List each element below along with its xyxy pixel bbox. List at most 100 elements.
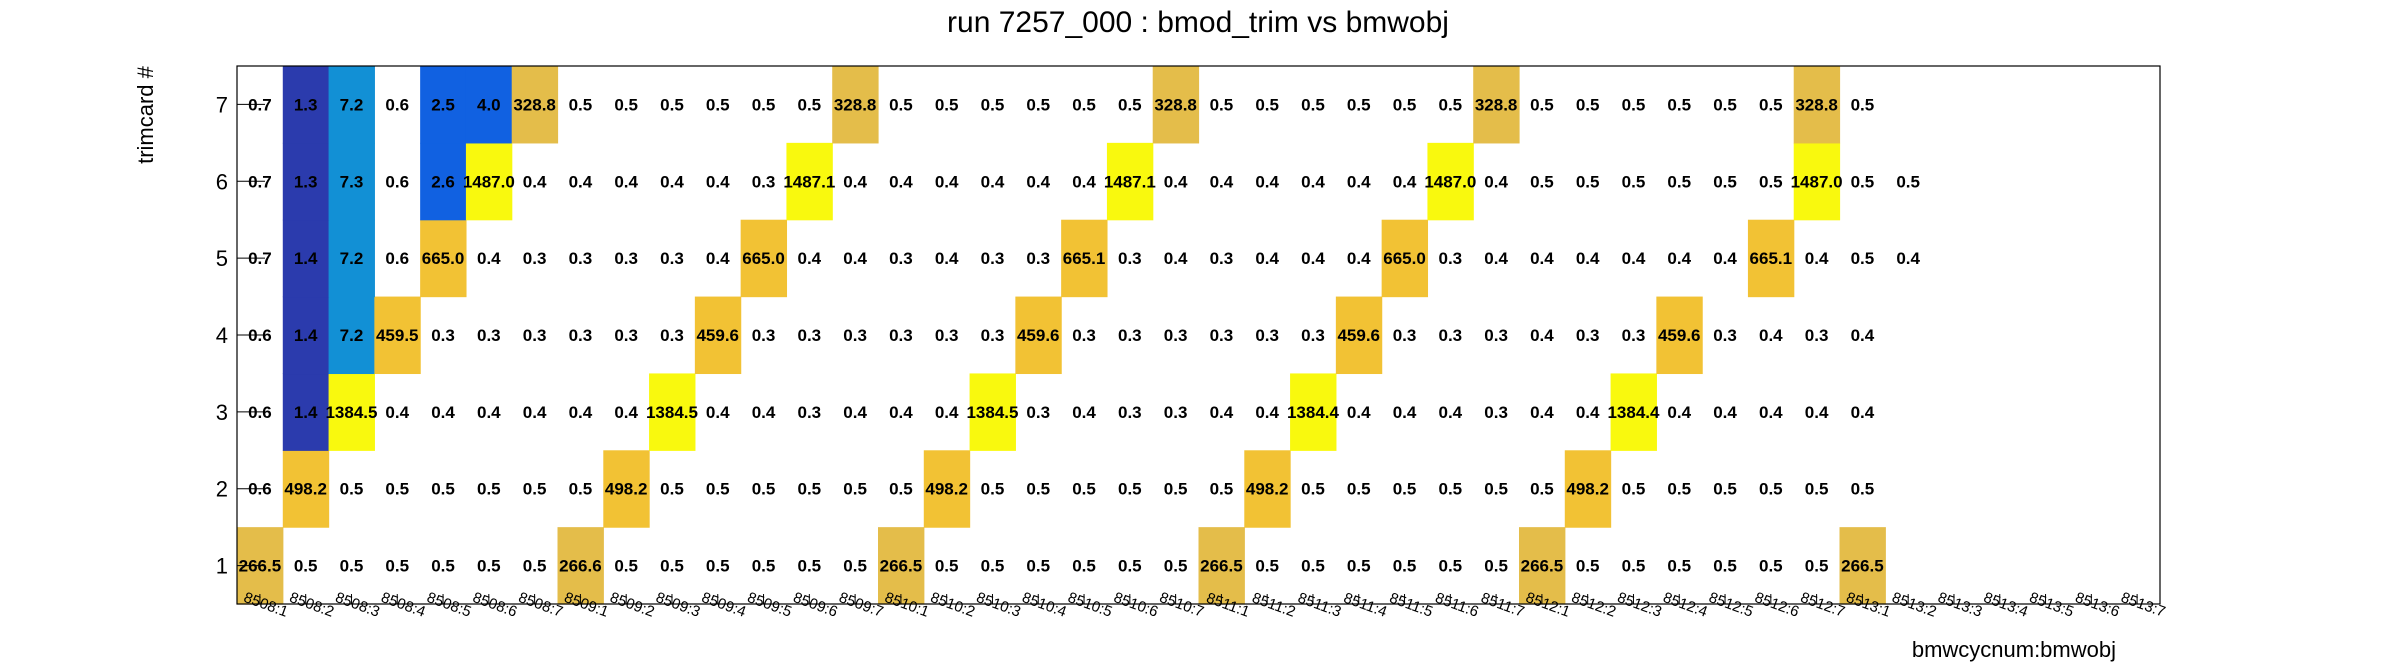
- cell-value-label: 0.4: [1805, 403, 1829, 422]
- cell-value-label: 0.5: [889, 480, 913, 499]
- heatmap-cell: [649, 373, 696, 451]
- cell-value-label: 0.5: [477, 557, 501, 576]
- x-tick-label: 8509:3: [653, 589, 702, 621]
- x-tick-label: 8508:4: [379, 589, 428, 621]
- cell-value-label: 1487.1: [783, 172, 835, 191]
- heatmap-cell: [282, 219, 330, 298]
- heatmap-cell: [282, 450, 330, 528]
- cell-value-label: 0.4: [1210, 172, 1234, 191]
- x-tick-label: 8511:3: [1296, 589, 1344, 620]
- cell-value-label: 0.5: [614, 557, 638, 576]
- cell-value-label: 0.7: [248, 249, 272, 268]
- cell-value-label: 0.3: [1484, 326, 1508, 345]
- cell-value-label: 1384.5: [325, 403, 377, 422]
- cell-value-label: 0.4: [431, 403, 455, 422]
- x-tick-label: 8509:4: [699, 589, 748, 621]
- cell-value-label: 0.5: [1210, 95, 1234, 114]
- cell-value-label: 0.5: [1530, 95, 1554, 114]
- cell-value-label: 7.3: [340, 172, 364, 191]
- x-tick-label: 8513:3: [1935, 589, 1984, 621]
- cell-value-label: 0.4: [798, 249, 822, 268]
- cell-value-label: 0.5: [385, 557, 409, 576]
- heatmap-cell: [832, 66, 879, 144]
- cell-value-label: 0.4: [1851, 403, 1875, 422]
- cell-value-label: 0.3: [1118, 249, 1142, 268]
- x-tick-label: 8513:2: [1890, 589, 1939, 621]
- cell-value-labels: 266.5 0.5 0.5 0.5 0.5 0.5 0.5 266.6 0.5 0.5 0.5 0.5…: [239, 95, 1921, 575]
- cell-value-label: 0.5: [523, 557, 547, 576]
- heatmap-cell: [740, 219, 788, 298]
- cell-value-label: 0.4: [706, 249, 730, 268]
- cell-value-label: 266.6: [559, 557, 602, 576]
- heatmap-cell: [465, 66, 513, 144]
- cell-value-label: 0.4: [523, 172, 547, 191]
- heatmap-cell: [878, 527, 925, 605]
- cell-value-label: 498.2: [925, 480, 968, 499]
- x-tick-label: 8509:6: [791, 589, 840, 621]
- heatmap-cell: [328, 142, 375, 221]
- cell-value-label: 0.5: [1667, 480, 1691, 499]
- cell-value-label: 0.3: [1210, 326, 1234, 345]
- cell-value-label: 0.4: [1530, 249, 1554, 268]
- cell-value-label: 0.5: [1530, 480, 1554, 499]
- cell-value-label: 0.4: [523, 403, 547, 422]
- cell-value-label: 0.5: [1026, 557, 1050, 576]
- cell-value-label: 459.6: [1017, 326, 1060, 345]
- cell-value-label: 266.5: [880, 557, 923, 576]
- cell-value-label: 0.5: [1851, 95, 1875, 114]
- cell-value-label: 0.3: [614, 326, 638, 345]
- cell-value-label: 0.3: [1164, 403, 1188, 422]
- cell-value-label: 0.4: [1347, 249, 1371, 268]
- cell-value-label: 0.5: [1118, 480, 1142, 499]
- cell-value-label: 0.5: [981, 480, 1005, 499]
- x-tick-label: 8512:3: [1615, 589, 1664, 621]
- cell-value-label: 0.5: [1622, 95, 1646, 114]
- y-tick-label: 1: [216, 554, 228, 579]
- cell-value-label: 0.5: [1439, 95, 1463, 114]
- cell-value-label: 328.8: [1795, 95, 1838, 114]
- x-tick-label: 8508:5: [425, 589, 474, 621]
- cell-value-label: 0.4: [1255, 249, 1279, 268]
- cell-value-label: 0.5: [1484, 480, 1508, 499]
- x-tick-label: 8509:5: [745, 589, 794, 621]
- cell-value-label: 7.2: [340, 326, 364, 345]
- cell-value-label: 0.5: [1713, 95, 1737, 114]
- x-tick-label: 8508:2: [287, 589, 336, 621]
- heatmap-cell: [603, 450, 650, 528]
- cell-value-label: 0.5: [935, 95, 959, 114]
- cell-value-label: 0.4: [660, 172, 684, 191]
- cell-value-label: 0.5: [1393, 480, 1417, 499]
- cell-value-label: 459.5: [376, 326, 419, 345]
- heatmap-cell: [1198, 527, 1245, 605]
- cell-value-label: 0.5: [1072, 480, 1096, 499]
- heatmap-cell: [328, 66, 375, 144]
- cell-value-label: 0.5: [340, 480, 364, 499]
- cell-value-label: 0.4: [1026, 172, 1050, 191]
- cell-value-label: 328.8: [834, 95, 877, 114]
- cell-value-label: 328.8: [1154, 95, 1197, 114]
- cell-value-label: 0.5: [1484, 557, 1508, 576]
- cell-value-label: 0.4: [1896, 249, 1920, 268]
- cell-value-label: 0.5: [981, 95, 1005, 114]
- heatmap-cell: [282, 66, 330, 144]
- heatmap-cell: [1793, 142, 1841, 221]
- cell-value-label: 0.5: [569, 480, 593, 499]
- heatmap-cell: [1015, 296, 1062, 375]
- cell-value-label: 0.3: [1026, 249, 1050, 268]
- cell-value-label: 1487.0: [1424, 172, 1476, 191]
- cell-value-label: 0.4: [1347, 172, 1371, 191]
- cell-value-label: 0.5: [1851, 172, 1875, 191]
- heatmap-cell: [1152, 66, 1200, 144]
- cell-value-label: 0.4: [1851, 326, 1875, 345]
- cell-value-label: 0.3: [1484, 403, 1508, 422]
- cell-value-label: 0.4: [889, 172, 913, 191]
- cell-value-label: 498.2: [284, 480, 327, 499]
- cell-value-label: 0.3: [1439, 326, 1463, 345]
- y-tick-label: 4: [216, 323, 228, 348]
- cell-value-label: 0.3: [889, 326, 913, 345]
- cell-value-label: 0.5: [843, 480, 867, 499]
- cell-value-label: 0.5: [1026, 480, 1050, 499]
- chart-title: run 7257_000 : bmod_trim vs bmwobj: [947, 6, 1449, 39]
- cell-value-label: 0.5: [752, 480, 776, 499]
- cell-value-label: 1384.5: [646, 403, 698, 422]
